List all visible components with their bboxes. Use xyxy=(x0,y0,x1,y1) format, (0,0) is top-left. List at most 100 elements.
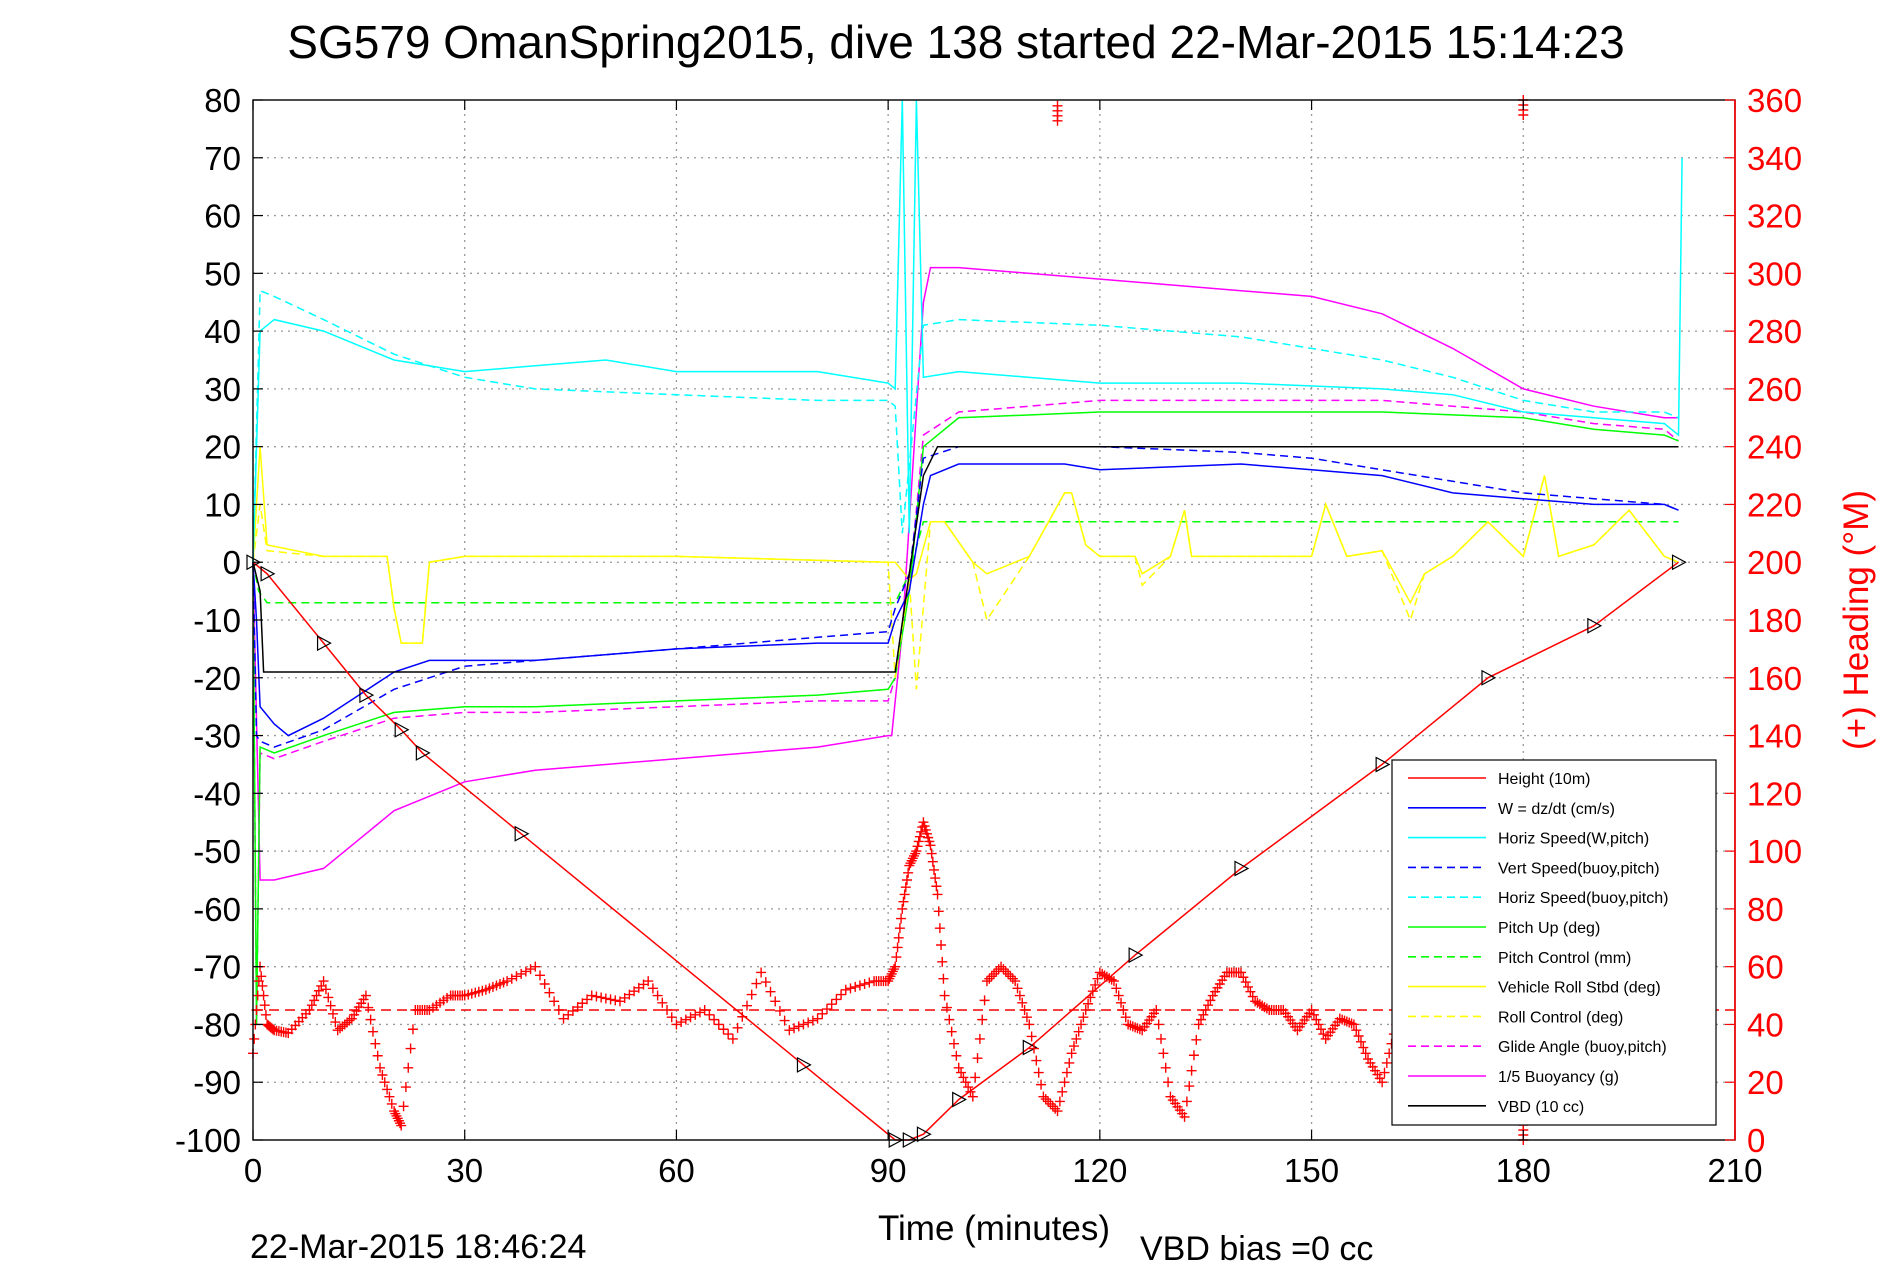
y2-tick-label: 80 xyxy=(1747,891,1784,928)
heading-marker xyxy=(344,1015,355,1026)
heading-marker xyxy=(327,1008,338,1019)
heading-marker xyxy=(742,1000,752,1011)
legend-label-vert-speed-buoy-pitch: Vert Speed(buoy,pitch) xyxy=(1498,860,1660,877)
heading-marker xyxy=(807,1015,818,1026)
heading-marker xyxy=(1130,1022,1141,1033)
heading-marker xyxy=(1108,976,1119,987)
heading-marker xyxy=(859,979,870,989)
heading-marker xyxy=(891,952,902,963)
heading-marker xyxy=(306,1000,317,1011)
heading-marker xyxy=(927,856,938,867)
heading-marker xyxy=(931,881,942,892)
heading-marker xyxy=(949,1038,960,1049)
x-tick-label: 60 xyxy=(658,1152,695,1189)
heading-marker xyxy=(1318,1029,1329,1040)
heading-marker xyxy=(643,976,654,987)
heading-marker xyxy=(384,1091,395,1102)
heading-marker xyxy=(1047,1101,1058,1112)
heading-marker xyxy=(1059,1077,1070,1088)
heading-marker xyxy=(257,980,268,991)
heading-marker xyxy=(892,942,903,953)
heading-marker xyxy=(1518,110,1529,120)
x-tick-label: 0 xyxy=(244,1152,262,1189)
heading-marker xyxy=(553,1005,564,1015)
heading-marker xyxy=(666,1012,677,1023)
heading-marker xyxy=(886,968,897,979)
heading-marker xyxy=(1193,1019,1204,1030)
series-pitch-up xyxy=(252,411,1679,1025)
heading-marker xyxy=(897,903,908,914)
heading-marker xyxy=(893,932,904,943)
heading-marker xyxy=(1092,973,1103,984)
legend-items: Height (10m) W = dz/dt (cm/s) Horiz Speed(… xyxy=(1408,771,1668,1116)
heading-marker xyxy=(751,978,762,989)
series-vbd xyxy=(252,445,1679,673)
x-tick-label: 210 xyxy=(1707,1152,1762,1189)
heading-marker xyxy=(836,989,847,1000)
heading-marker xyxy=(933,906,944,917)
heading-marker xyxy=(981,976,992,987)
footer-vbd-bias: VBD bias =0 cc xyxy=(1140,1230,1373,1262)
heading-marker xyxy=(1198,1009,1209,1020)
y2-tick-label: 0 xyxy=(1747,1122,1765,1159)
heading-marker xyxy=(901,875,912,885)
heading-marker xyxy=(1083,998,1094,1009)
heading-marker xyxy=(586,990,597,1001)
height-marker xyxy=(514,825,530,842)
y-tick-label: 0 xyxy=(223,544,241,581)
heading-marker xyxy=(746,989,757,1000)
heading-marker xyxy=(1334,1013,1345,1024)
series-vert-speed-buoy-pitch xyxy=(252,445,1679,748)
y2-tick-label: 200 xyxy=(1747,544,1802,581)
heading-marker xyxy=(1052,115,1063,126)
heading-marker xyxy=(798,1019,809,1030)
heading-marker xyxy=(610,995,621,1006)
heading-marker xyxy=(756,967,767,978)
heading-marker xyxy=(260,1009,271,1020)
heading-marker xyxy=(907,853,918,864)
x-tick-label: 120 xyxy=(1072,1152,1127,1189)
heading-marker xyxy=(885,971,896,982)
heading-marker xyxy=(1184,1081,1195,1092)
heading-marker xyxy=(770,996,781,1007)
legend-label-horiz-speed-w-pitch: Horiz Speed(W,pitch) xyxy=(1498,831,1649,848)
heading-marker xyxy=(1306,1005,1317,1015)
heading-marker xyxy=(1156,1033,1167,1044)
legend-label-glide-angle: Glide Angle (buoy,pitch) xyxy=(1498,1039,1667,1056)
heading-marker xyxy=(840,984,851,995)
height-marker xyxy=(916,1126,932,1143)
heading-marker xyxy=(970,1072,981,1083)
heading-marker xyxy=(393,1115,404,1126)
heading-marker xyxy=(1087,986,1098,997)
y-tick-label: -10 xyxy=(193,602,241,639)
heading-marker xyxy=(1158,1048,1169,1059)
heading-marker xyxy=(812,1013,823,1024)
heading-marker xyxy=(986,971,997,982)
heading-marker xyxy=(821,1004,832,1015)
heading-marker xyxy=(391,1110,402,1121)
heading-marker xyxy=(330,1017,341,1028)
y2-tick-label: 20 xyxy=(1747,1064,1784,1101)
heading-marker xyxy=(1127,1021,1138,1032)
heading-marker xyxy=(916,826,927,837)
heading-marker xyxy=(1358,1042,1369,1053)
heading-marker xyxy=(774,1005,785,1016)
heading-marker xyxy=(905,858,916,869)
heading-marker xyxy=(1116,997,1127,1008)
heading-marker xyxy=(958,1072,969,1083)
heading-marker xyxy=(998,964,1009,975)
heading-marker xyxy=(1311,1014,1322,1025)
heading-marker xyxy=(911,846,922,857)
heading-marker xyxy=(972,1053,983,1064)
heading-marker xyxy=(1134,1024,1145,1035)
legend-label-height: Height (10m) xyxy=(1498,771,1590,788)
heading-marker xyxy=(1017,997,1028,1008)
y-tick-label: 10 xyxy=(204,486,241,523)
series-layer xyxy=(246,95,1735,1149)
heading-marker xyxy=(652,990,663,1001)
heading-marker xyxy=(506,973,517,984)
heading-marker xyxy=(960,1077,971,1088)
heading-marker xyxy=(1181,1096,1192,1107)
heading-marker xyxy=(1353,1031,1364,1041)
heading-marker xyxy=(1071,1033,1082,1044)
